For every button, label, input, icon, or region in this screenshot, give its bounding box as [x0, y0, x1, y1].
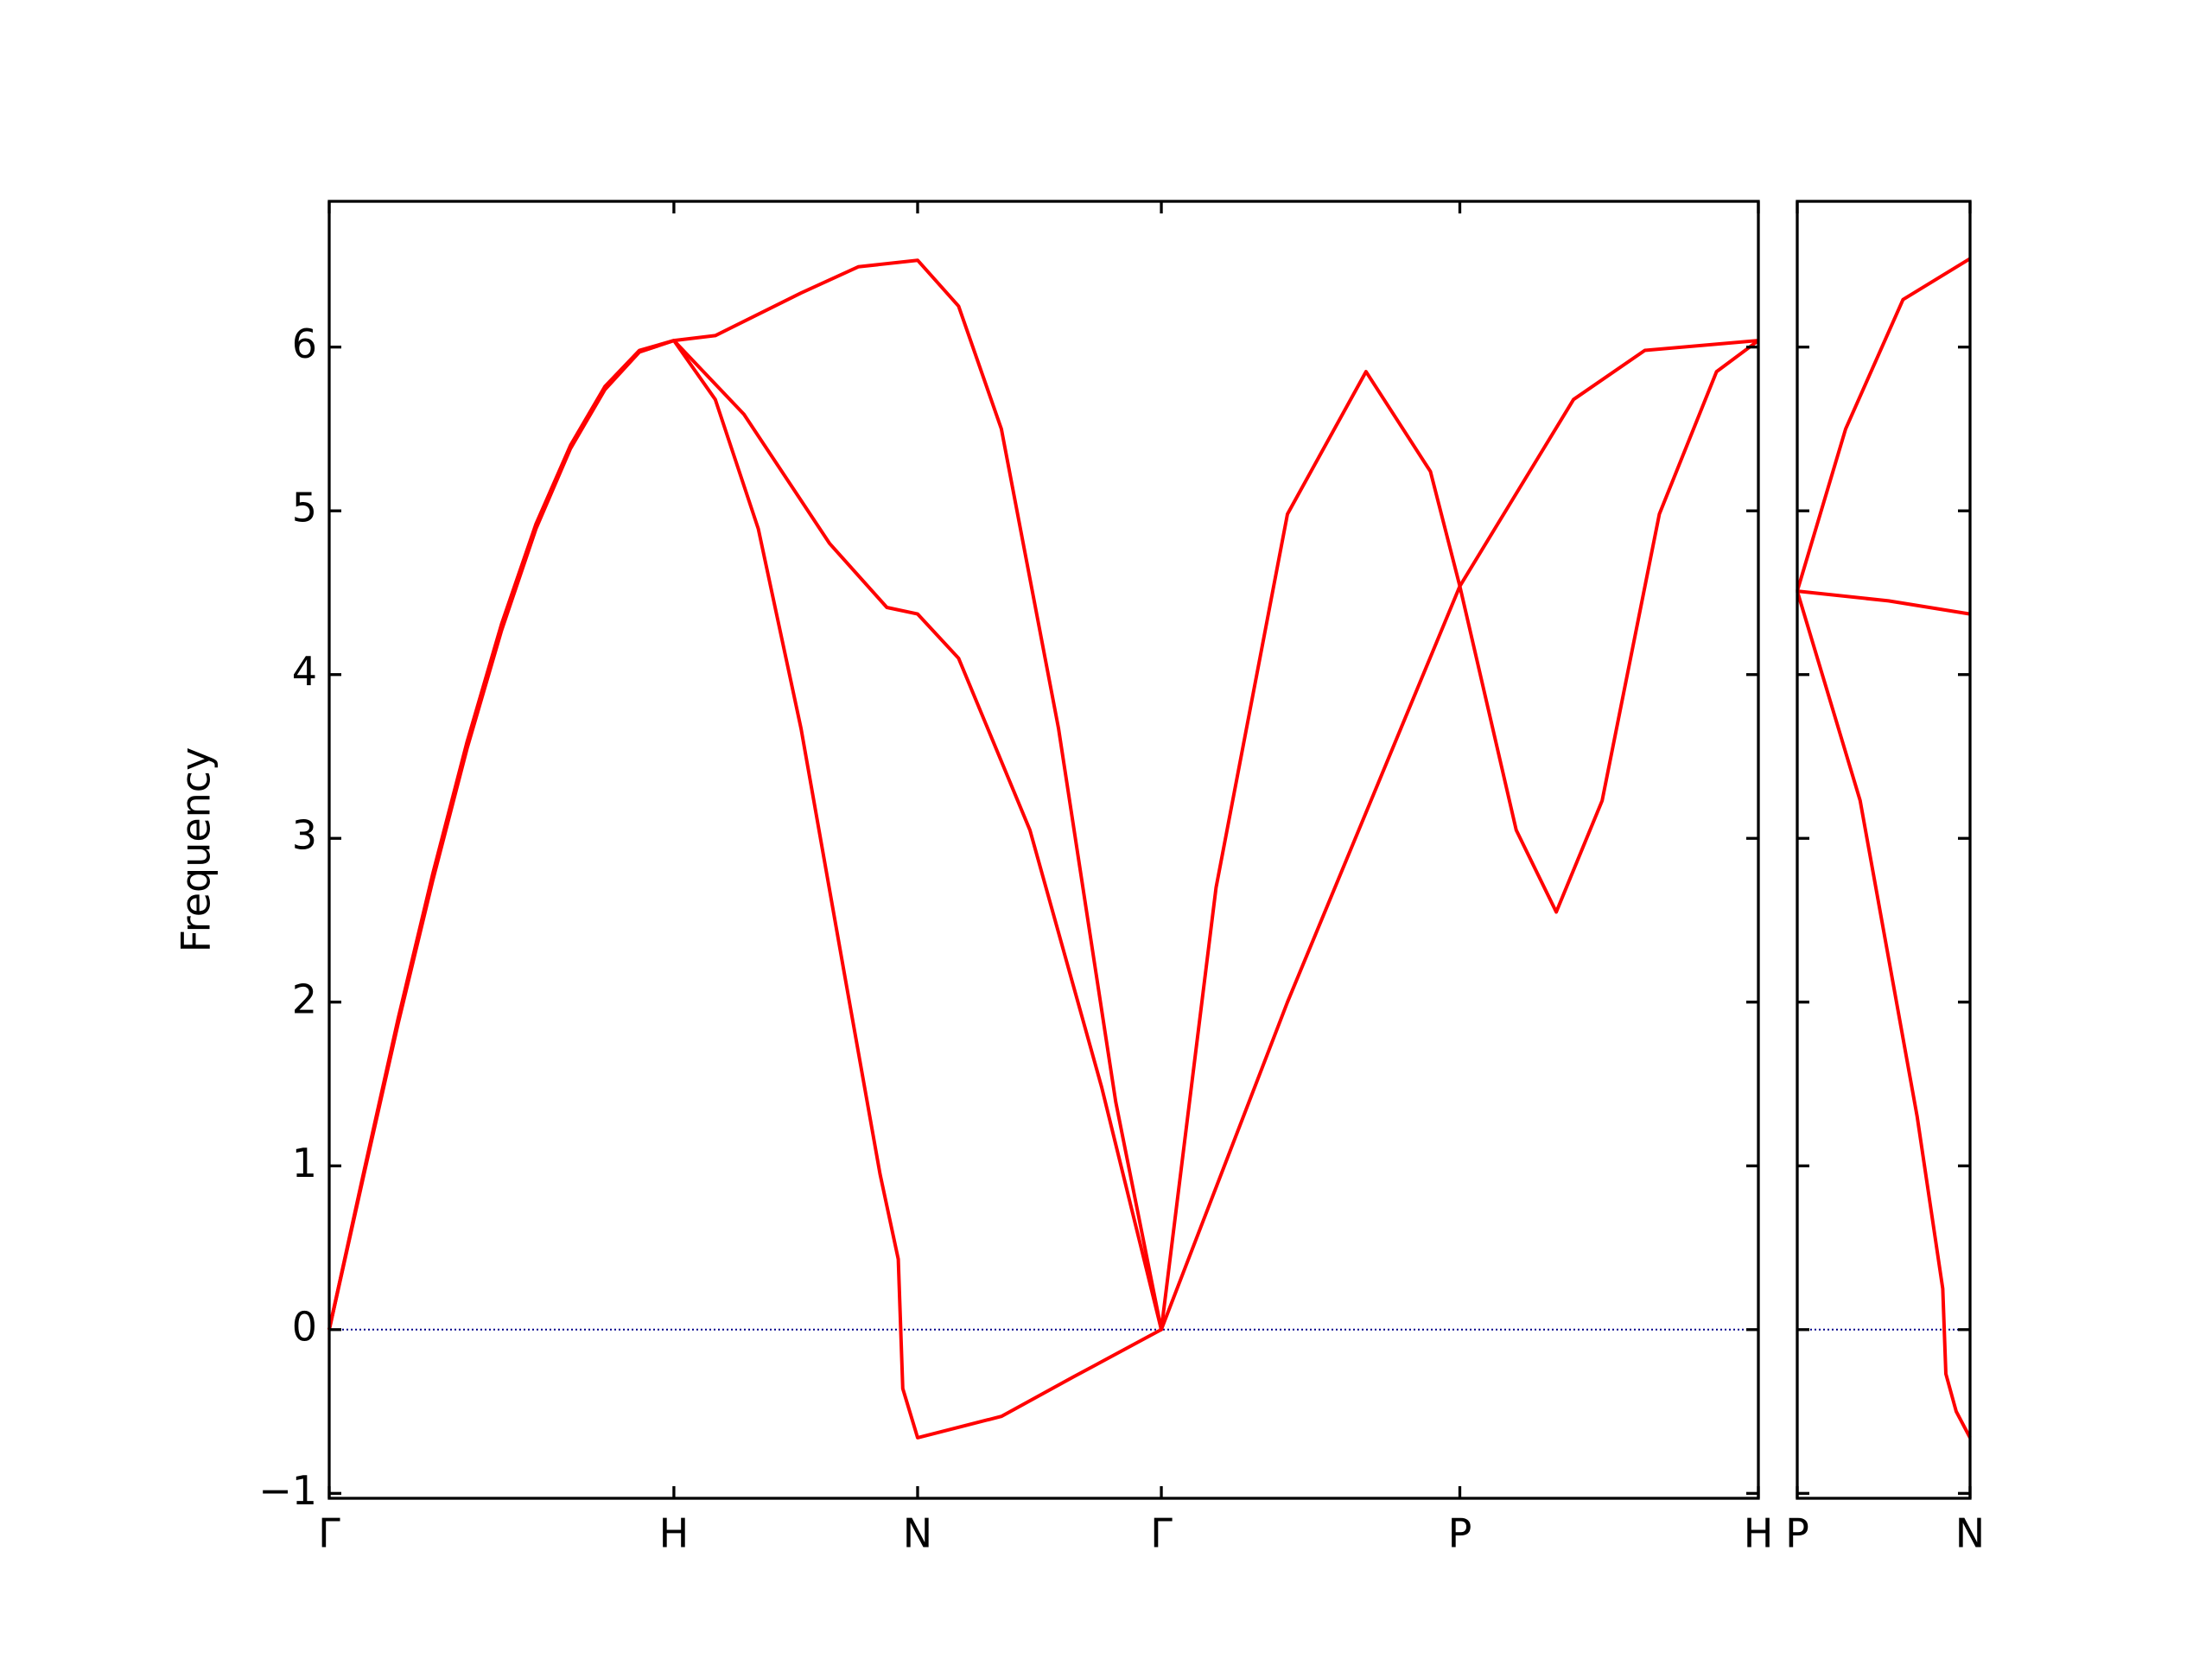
y-axis-label: Frequency: [173, 747, 219, 953]
y-tick-label: 4: [292, 648, 317, 695]
x-tick-label: Γ: [1150, 1510, 1173, 1557]
y-tick-label: 3: [292, 812, 317, 859]
x-tick-label: H: [659, 1510, 690, 1557]
plot-frame: [327, 200, 1760, 1500]
y-tick-label: 5: [292, 485, 317, 531]
y-tick-label: 1: [292, 1140, 317, 1186]
x-tick-label: P: [1448, 1510, 1472, 1557]
y-tick-label: 0: [292, 1303, 317, 1350]
x-tick-label: P: [1785, 1510, 1809, 1557]
y-tick-label: −1: [258, 1467, 317, 1514]
band-line: [327, 258, 1163, 1331]
band-line: [327, 339, 1760, 1332]
x-tick-label: N: [1955, 1510, 1985, 1557]
x-tick-label: Γ: [318, 1510, 340, 1557]
x-tick-label: H: [1744, 1510, 1774, 1557]
x-tick-label: N: [903, 1510, 932, 1557]
band-line: [1796, 589, 1971, 616]
band-line: [1796, 590, 1972, 1439]
y-tick-label: 6: [292, 321, 317, 367]
plot-frame: [1796, 200, 1972, 1500]
y-tick-label: 2: [292, 976, 317, 1022]
band-line: [1796, 257, 1972, 592]
